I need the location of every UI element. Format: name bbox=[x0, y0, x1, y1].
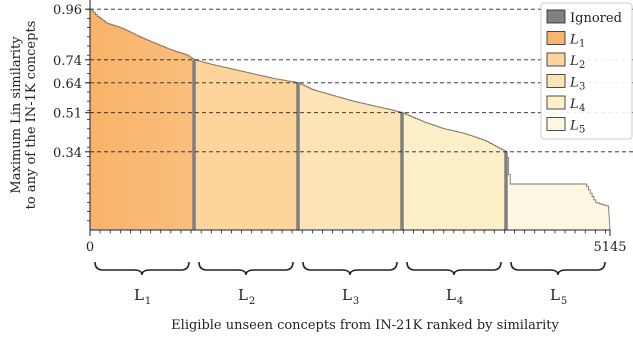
level-brace-4 bbox=[406, 261, 502, 276]
y-axis-label-line2: to any of the IN-1K concepts bbox=[24, 21, 39, 210]
similarity-curve bbox=[90, 8, 611, 231]
legend-label-4: L bbox=[569, 97, 579, 112]
y-tick-label: 0.74 bbox=[53, 54, 82, 69]
legend-label-sub-3: 3 bbox=[579, 82, 585, 93]
level-fill-2 bbox=[194, 60, 298, 231]
y-tick-label: 0.51 bbox=[53, 107, 82, 122]
legend-label-1: L bbox=[569, 33, 579, 48]
level-label-sub-5: 5 bbox=[561, 296, 567, 307]
y-tick-label: 0.64 bbox=[53, 77, 82, 92]
legend-swatch-2 bbox=[546, 52, 566, 67]
legend-label-sub-5: 5 bbox=[579, 125, 585, 136]
level-label-5: L bbox=[550, 286, 560, 304]
level-dividers bbox=[192, 59, 508, 230]
legend-label-3: L bbox=[569, 76, 579, 91]
y-tick-label: 0.34 bbox=[53, 146, 82, 161]
level-label-4: L bbox=[446, 286, 456, 304]
legend-swatch-5 bbox=[546, 117, 566, 131]
level-fills bbox=[90, 9, 610, 231]
legend-swatch-0 bbox=[546, 9, 566, 24]
x-axis-label: Eligible unseen concepts from IN-21K ran… bbox=[171, 318, 559, 333]
level-brace-2 bbox=[198, 261, 294, 276]
legend-label-sub-4: 4 bbox=[579, 103, 585, 114]
x-tick-label: 0 bbox=[86, 240, 94, 255]
x-tick-label: 5145 bbox=[593, 240, 626, 255]
level-label-sub-2: 2 bbox=[249, 296, 255, 307]
level-brace-3 bbox=[302, 261, 398, 276]
legend-label-sub-1: 1 bbox=[579, 39, 585, 50]
level-label-sub-3: 3 bbox=[353, 296, 359, 307]
legend-swatch-4 bbox=[546, 95, 566, 110]
axes bbox=[89, 0, 610, 231]
level-brace-5 bbox=[510, 261, 606, 276]
level-fill-5 bbox=[506, 157, 610, 230]
y-axis-label-line1: Maximum Lin similarity bbox=[9, 36, 24, 194]
level-fill-1 bbox=[90, 9, 194, 231]
level-label-2: L bbox=[238, 286, 248, 304]
legend-swatch-3 bbox=[546, 74, 566, 88]
level-label-sub-4: 4 bbox=[457, 296, 463, 307]
level-fill-3 bbox=[298, 83, 402, 230]
legend-label-sub-2: 2 bbox=[579, 60, 585, 71]
level-label-1: L bbox=[134, 286, 144, 304]
similarity-curve-group bbox=[90, 8, 611, 231]
x-ticks: 0 5145 bbox=[86, 230, 627, 255]
level-brace-1 bbox=[94, 261, 190, 276]
level-fill-4 bbox=[402, 113, 506, 230]
level-label-3: L bbox=[342, 286, 352, 304]
y-tick-label: 0.96 bbox=[53, 3, 82, 18]
legend-label-0: Ignored bbox=[570, 11, 622, 26]
legend-label-2: L bbox=[569, 54, 579, 69]
legend-label-5: L bbox=[569, 119, 579, 134]
legend-swatch-1 bbox=[546, 31, 566, 45]
y-ticks: 0.96 0.74 0.64 0.51 0.34 bbox=[53, 3, 90, 222]
level-label-sub-1: 1 bbox=[145, 296, 151, 307]
